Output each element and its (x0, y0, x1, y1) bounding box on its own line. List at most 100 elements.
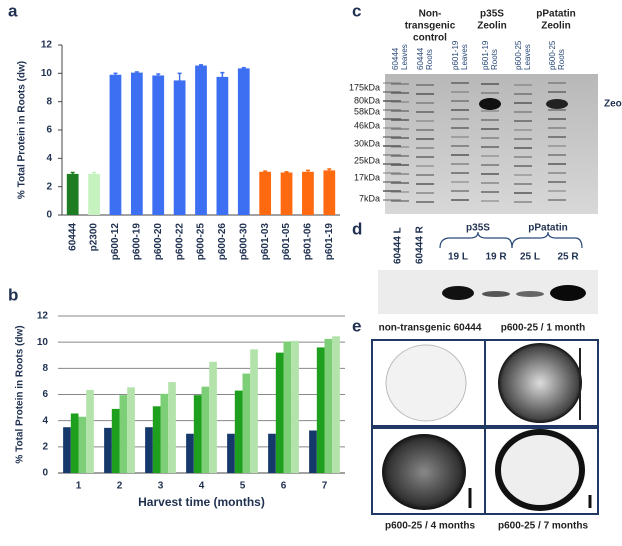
gel-band (416, 84, 434, 86)
lane-label: 19 R (485, 252, 507, 263)
gel-image (385, 74, 598, 214)
y-tick-label: 4 (46, 153, 52, 164)
bar (242, 373, 251, 473)
panel-label: d (352, 219, 362, 238)
bar (275, 352, 284, 473)
gel-band (514, 138, 532, 140)
gel-band (451, 82, 469, 84)
lane-label: 19 L (448, 252, 468, 263)
bar (168, 382, 176, 473)
gel-band (416, 183, 434, 185)
gel-band (548, 145, 566, 147)
gel-band (416, 102, 434, 104)
bar (250, 349, 258, 473)
gel-band (383, 100, 401, 102)
gel-band (481, 146, 499, 148)
lane-label: 60444 L (393, 227, 404, 264)
gel-band (514, 174, 532, 176)
lane-label: 60444 (391, 47, 400, 70)
gel-band (391, 101, 409, 103)
y-tick-label: 8 (42, 363, 48, 374)
x-tick-label: 2 (117, 481, 123, 492)
gel-band (391, 128, 409, 130)
gel-band (391, 164, 409, 166)
x-tick-label: p600-30 (238, 223, 249, 261)
gel-band (391, 119, 409, 121)
gel-band (481, 128, 499, 130)
gel-band (451, 154, 469, 156)
lane-label: 25 L (520, 252, 540, 263)
panel-label: c (352, 1, 361, 20)
gel-band (514, 165, 532, 167)
gel-band (451, 136, 469, 138)
gel-band (479, 98, 501, 110)
gel-band (481, 173, 499, 175)
y-axis-label: % Total Protein in Roots (dw) (17, 61, 28, 199)
x-tick-label: p600-25 (196, 223, 207, 261)
bar (209, 361, 217, 473)
group-header: transgenic (405, 21, 456, 32)
image-caption: p600-25 / 4 months (385, 521, 475, 532)
bar (145, 427, 153, 473)
bar (323, 170, 336, 215)
marker-label: 17kDa (354, 172, 380, 182)
y-tick-label: 2 (42, 441, 48, 452)
gel-band (451, 145, 469, 147)
lane-label: Roots (557, 49, 566, 70)
gel-band (548, 199, 566, 201)
gel-band (451, 181, 469, 183)
x-axis-label: Harvest time (months) (138, 495, 265, 509)
gel-band (514, 93, 532, 95)
gel-band (548, 91, 566, 93)
bar (283, 341, 292, 473)
y-tick-label: 10 (41, 68, 53, 79)
gel-band (391, 191, 409, 193)
gel-band (481, 191, 499, 193)
group-header: control (413, 33, 447, 44)
image-caption: p600-25 / 7 months (498, 521, 588, 532)
gel-bands (383, 82, 568, 203)
gel-band (481, 110, 499, 112)
gel-band (548, 172, 566, 174)
gel-band (391, 92, 409, 94)
bar (227, 433, 235, 473)
lane-label: Leaves (460, 44, 469, 70)
y-tick-label: 0 (46, 210, 52, 221)
x-tick-label: 7 (322, 481, 328, 492)
gel-band (548, 118, 566, 120)
lane-label: Leaves (523, 44, 532, 70)
gel-band (514, 192, 532, 194)
bar (88, 173, 100, 215)
bar (104, 427, 112, 473)
x-tick-label: 1 (76, 481, 82, 492)
panel-label: a (8, 1, 18, 20)
marker-label: 175kDa (349, 82, 380, 92)
gel-band (416, 93, 434, 95)
gel-band (548, 82, 566, 84)
gel-band (514, 156, 532, 158)
x-tick-label: p601-19 (324, 223, 335, 261)
gel-band (416, 138, 434, 140)
y-tick-label: 8 (46, 96, 52, 107)
blot-band (516, 291, 544, 297)
bar (63, 427, 71, 473)
bar (324, 338, 333, 473)
bar (280, 172, 293, 215)
micrographs (371, 339, 599, 515)
x-tick-label: 6 (281, 481, 287, 492)
lane-label: 25 R (557, 252, 579, 263)
y-tick-label: 6 (42, 389, 48, 400)
gel-band (391, 137, 409, 139)
gel-band (391, 83, 409, 85)
bar (152, 75, 165, 215)
gel-band (451, 172, 469, 174)
gel-band (514, 201, 532, 203)
group-label: p35S (466, 223, 490, 234)
x-tick-label: 4 (199, 481, 205, 492)
gel-band (391, 146, 409, 148)
gel-band (391, 200, 409, 202)
bar (127, 387, 135, 473)
gel-band (416, 201, 434, 203)
gel-band (514, 129, 532, 131)
x-tick-label: p600-20 (153, 223, 164, 261)
